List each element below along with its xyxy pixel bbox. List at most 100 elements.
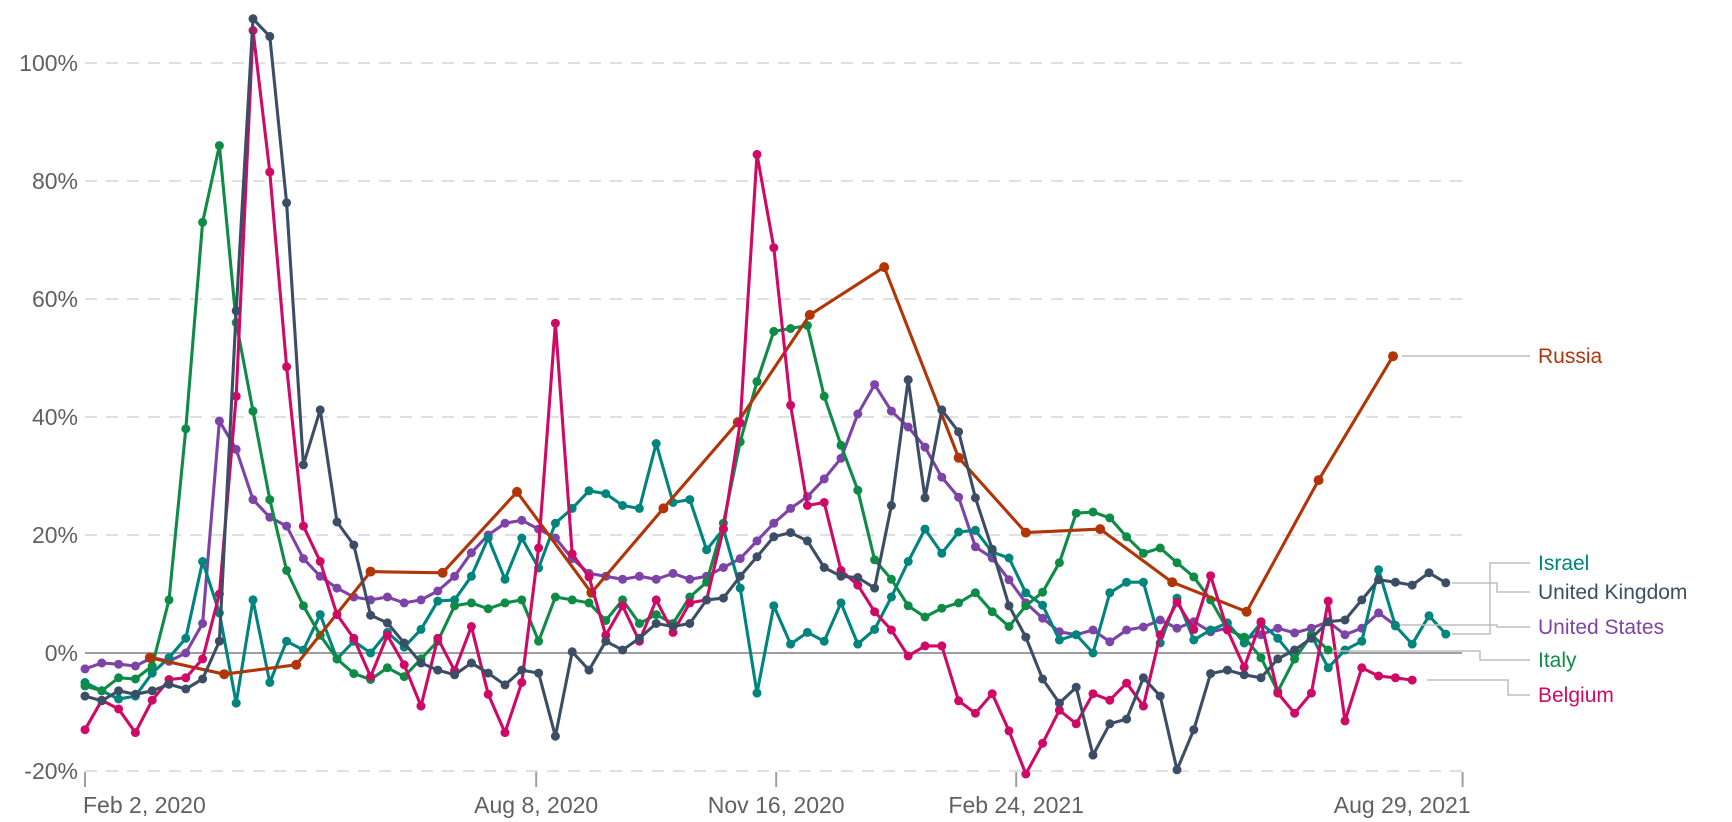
data-point[interactable] xyxy=(618,601,628,611)
data-point[interactable] xyxy=(1374,608,1384,618)
data-point[interactable] xyxy=(937,641,947,651)
data-point[interactable] xyxy=(1241,606,1252,617)
data-point[interactable] xyxy=(819,474,829,484)
data-point[interactable] xyxy=(550,731,560,741)
data-point[interactable] xyxy=(298,601,308,611)
data-point[interactable] xyxy=(735,418,745,428)
data-point[interactable] xyxy=(1306,688,1316,698)
data-point[interactable] xyxy=(450,670,460,680)
data-point[interactable] xyxy=(970,708,980,718)
series-italy[interactable] xyxy=(80,141,1333,696)
data-point[interactable] xyxy=(1323,663,1333,673)
data-point[interactable] xyxy=(1004,575,1014,585)
data-point[interactable] xyxy=(718,563,728,572)
data-point[interactable] xyxy=(1390,621,1400,631)
data-point[interactable] xyxy=(181,673,191,683)
data-point[interactable] xyxy=(1155,543,1165,553)
data-point[interactable] xyxy=(265,31,275,41)
data-point[interactable] xyxy=(349,540,359,550)
data-point[interactable] xyxy=(1172,623,1182,633)
data-point[interactable] xyxy=(483,668,493,678)
data-point[interactable] xyxy=(634,619,644,628)
data-point[interactable] xyxy=(903,422,913,432)
data-point[interactable] xyxy=(836,453,846,463)
data-point[interactable] xyxy=(769,518,779,528)
data-point[interactable] xyxy=(399,598,409,608)
data-point[interactable] xyxy=(466,548,476,558)
data-point[interactable] xyxy=(517,678,527,687)
data-point[interactable] xyxy=(634,571,644,581)
data-point[interactable] xyxy=(752,377,762,387)
data-point[interactable] xyxy=(1340,630,1350,640)
data-point[interactable] xyxy=(903,557,913,566)
data-point[interactable] xyxy=(80,691,90,701)
data-point[interactable] xyxy=(114,704,124,714)
data-point[interactable] xyxy=(651,619,661,628)
data-point[interactable] xyxy=(954,427,964,437)
data-point[interactable] xyxy=(651,595,661,605)
data-point[interactable] xyxy=(80,725,90,735)
data-point[interactable] xyxy=(618,574,628,584)
data-point[interactable] xyxy=(214,416,224,426)
data-point[interactable] xyxy=(282,198,292,208)
data-point[interactable] xyxy=(1290,645,1300,655)
data-point[interactable] xyxy=(1088,750,1098,760)
data-point[interactable] xyxy=(114,673,124,683)
data-point[interactable] xyxy=(248,14,258,24)
data-point[interactable] xyxy=(1071,630,1081,640)
data-point[interactable] xyxy=(1206,571,1216,581)
data-point[interactable] xyxy=(1290,708,1300,718)
legend-label-israel[interactable]: Israel xyxy=(1538,552,1589,575)
data-point[interactable] xyxy=(819,563,829,572)
data-point[interactable] xyxy=(836,440,846,450)
legend-label-united-kingdom[interactable]: United Kingdom xyxy=(1538,581,1687,604)
data-point[interactable] xyxy=(819,498,829,507)
data-point[interactable] xyxy=(1054,698,1064,708)
data-point[interactable] xyxy=(332,654,342,664)
data-point[interactable] xyxy=(130,728,140,738)
data-point[interactable] xyxy=(332,610,342,620)
data-point[interactable] xyxy=(1021,588,1031,598)
data-point[interactable] xyxy=(1374,565,1384,575)
data-point[interactable] xyxy=(550,592,560,602)
data-point[interactable] xyxy=(114,659,124,669)
data-point[interactable] xyxy=(1357,636,1367,646)
data-point[interactable] xyxy=(198,217,208,227)
series-line[interactable] xyxy=(83,28,1414,776)
data-point[interactable] xyxy=(97,686,107,696)
data-point[interactable] xyxy=(214,636,224,646)
data-point[interactable] xyxy=(1004,622,1014,631)
data-point[interactable] xyxy=(1424,568,1434,578)
series-line[interactable] xyxy=(148,265,1395,676)
data-point[interactable] xyxy=(651,574,661,584)
data-point[interactable] xyxy=(970,525,980,535)
data-point[interactable] xyxy=(1239,632,1249,642)
data-point[interactable] xyxy=(853,580,863,590)
data-point[interactable] xyxy=(1071,719,1081,729)
data-point[interactable] xyxy=(1374,671,1384,681)
data-point[interactable] xyxy=(181,424,191,434)
data-point[interactable] xyxy=(1105,719,1115,729)
data-point[interactable] xyxy=(786,503,796,513)
data-point[interactable] xyxy=(870,555,880,565)
data-point[interactable] xyxy=(584,486,594,496)
data-point[interactable] xyxy=(1323,596,1333,606)
data-point[interactable] xyxy=(198,619,208,628)
data-point[interactable] xyxy=(819,391,829,401)
data-point[interactable] xyxy=(416,624,426,634)
data-point[interactable] xyxy=(483,604,493,614)
data-point[interactable] xyxy=(80,681,90,691)
legend-label-russia[interactable]: Russia xyxy=(1538,345,1603,368)
data-point[interactable] xyxy=(466,622,476,631)
data-point[interactable] xyxy=(1189,572,1199,582)
data-point[interactable] xyxy=(248,406,258,416)
data-point[interactable] xyxy=(870,607,880,617)
data-point[interactable] xyxy=(658,503,669,514)
data-point[interactable] xyxy=(433,633,443,643)
data-point[interactable] xyxy=(433,665,443,675)
data-point[interactable] xyxy=(954,696,964,706)
data-point[interactable] xyxy=(1323,645,1333,655)
data-point[interactable] xyxy=(970,588,980,598)
data-point[interactable] xyxy=(231,391,241,401)
data-point[interactable] xyxy=(735,554,745,564)
